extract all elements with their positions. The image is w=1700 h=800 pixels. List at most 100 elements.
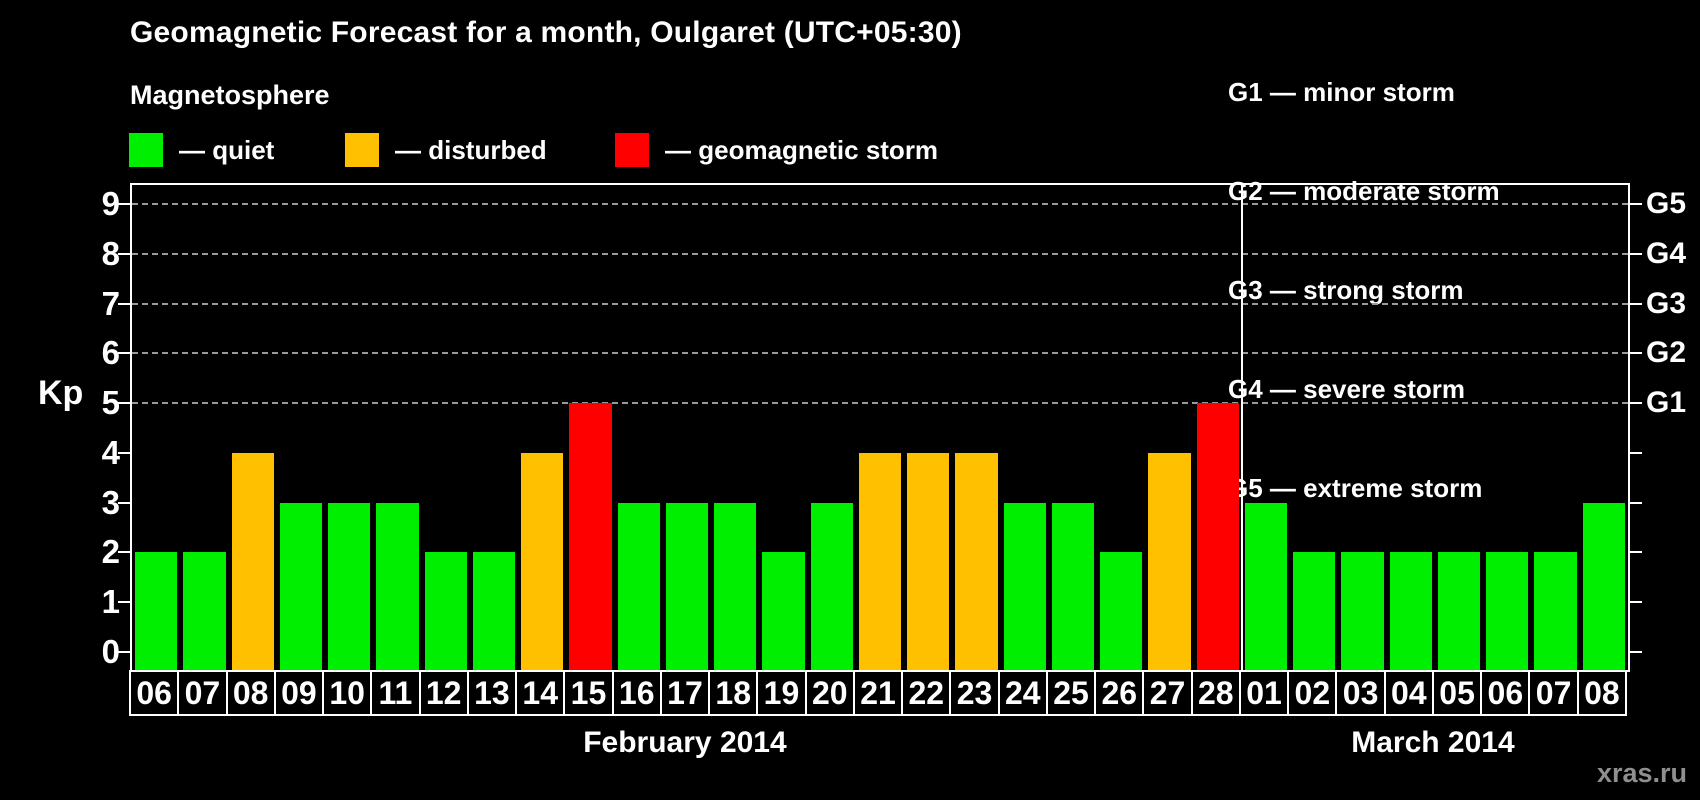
month-label: March 2014 — [1351, 726, 1515, 759]
y-tick-label: 3 — [101, 483, 120, 521]
right-axis-tick — [1630, 402, 1642, 405]
kp-bar — [1437, 552, 1481, 670]
kp-bar — [1486, 552, 1529, 670]
y-tick-label: 7 — [101, 284, 120, 322]
day-label: 25 — [1045, 670, 1097, 716]
kp-bar — [328, 502, 371, 670]
day-label: 23 — [949, 670, 1000, 716]
kp-bar — [1341, 552, 1384, 670]
g-tick-label: G3 — [1646, 286, 1687, 320]
day-label: 03 — [1335, 670, 1386, 716]
y-axis-tick — [118, 402, 130, 405]
kp-bar — [472, 552, 516, 670]
y-tick-label: 2 — [101, 533, 120, 571]
quiet-swatch-icon — [129, 133, 163, 167]
day-label: 19 — [756, 670, 807, 716]
disturbed-legend-label: — disturbed — [395, 135, 547, 165]
kp-bar — [1100, 552, 1143, 670]
day-label: 07 — [177, 670, 228, 716]
storm-legend-label: — geomagnetic storm — [665, 135, 939, 165]
day-label: 01 — [1238, 670, 1290, 716]
day-label: 21 — [852, 670, 904, 716]
y-tick-label: 6 — [101, 334, 120, 372]
kp-bar — [858, 452, 902, 670]
g-tick-label: G1 — [1646, 386, 1687, 420]
day-label: 12 — [418, 670, 469, 716]
right-axis-tick — [1630, 651, 1642, 653]
kp-bar — [1196, 403, 1239, 670]
gridline — [132, 252, 1628, 255]
kp-bar — [569, 403, 612, 670]
day-label: 08 — [1576, 670, 1627, 716]
right-axis-tick — [1630, 302, 1642, 305]
kp-bar — [714, 502, 757, 670]
kp-bar — [376, 502, 419, 670]
day-label: 20 — [804, 670, 855, 716]
day-label: 16 — [611, 670, 662, 716]
watermark: xras.ru — [1596, 758, 1687, 788]
kp-bar — [1582, 502, 1625, 670]
right-axis-tick — [1630, 352, 1642, 355]
kp-bar — [1003, 502, 1046, 670]
day-label: 11 — [370, 670, 421, 716]
quiet-legend-label: — quiet — [179, 135, 275, 165]
y-axis-title: Kp — [38, 374, 84, 412]
right-axis-tick — [1630, 202, 1642, 205]
g-tick-label: G4 — [1646, 236, 1687, 270]
magnetosphere-label: Magnetosphere — [130, 80, 330, 110]
y-tick-label: 5 — [101, 384, 120, 422]
day-label: 18 — [708, 670, 759, 716]
gridline — [132, 352, 1628, 355]
y-axis-tick — [118, 202, 130, 205]
g3-description: G3 — strong storm — [1228, 275, 1464, 305]
kp-bar — [1244, 502, 1288, 670]
plot-area: 0 1 2 3 4 5 6 7 8 9 G1 G2 G3 G4 G5 — [102, 183, 1686, 672]
g-tick-label: G5 — [1646, 186, 1687, 220]
y-tick-label: 1 — [101, 583, 120, 621]
day-label: 26 — [1094, 670, 1145, 716]
right-axis-tick — [1630, 252, 1642, 255]
kp-bar — [907, 452, 950, 670]
storm-swatch-icon — [615, 133, 649, 167]
kp-bar — [617, 502, 660, 670]
y-axis-tick — [118, 651, 130, 653]
day-label: 08 — [225, 670, 276, 716]
g-tick-label: G2 — [1646, 336, 1687, 370]
kp-bar — [1051, 502, 1095, 670]
day-label: 27 — [1142, 670, 1193, 716]
disturbed-swatch-icon — [345, 133, 379, 167]
kp-bar — [183, 552, 226, 670]
kp-bar — [1148, 452, 1191, 670]
y-axis-tick — [118, 451, 130, 454]
day-label: 14 — [515, 670, 566, 716]
day-label: 22 — [901, 670, 952, 716]
day-label: 24 — [997, 670, 1048, 716]
kp-bar — [810, 502, 853, 670]
y-tick-label: 9 — [101, 184, 120, 222]
month-label: February 2014 — [583, 726, 787, 759]
y-axis-tick — [118, 601, 130, 604]
right-axis-tick — [1630, 551, 1642, 554]
kp-bar — [955, 452, 998, 670]
gridline — [132, 402, 1628, 405]
right-axis-tick — [1630, 451, 1642, 454]
g5-description: G5 — extreme storm — [1228, 473, 1483, 503]
kp-bar — [135, 552, 178, 670]
day-label: 10 — [322, 670, 373, 716]
day-label: 06 — [129, 670, 180, 716]
kp-bar — [1389, 552, 1432, 670]
y-tick-label: 0 — [101, 633, 120, 670]
y-tick-label: 8 — [101, 234, 120, 272]
day-label: 17 — [659, 670, 711, 716]
y-axis-tick — [118, 551, 130, 554]
month-axis: February 2014 March 2014 — [130, 726, 1626, 770]
y-axis-tick — [118, 252, 130, 255]
kp-bar — [424, 552, 467, 670]
day-label: 09 — [273, 670, 325, 716]
y-axis-tick — [118, 352, 130, 355]
page-title: Geomagnetic Forecast for a month, Oulgar… — [130, 16, 962, 49]
day-axis: 06 07 08 09 10 11 12 13 14 15 16 17 18 19 20 21 22 23 24 25… — [129, 670, 1627, 718]
gridline — [132, 202, 1628, 205]
right-axis-tick — [1630, 501, 1642, 504]
day-label: 28 — [1190, 670, 1241, 716]
